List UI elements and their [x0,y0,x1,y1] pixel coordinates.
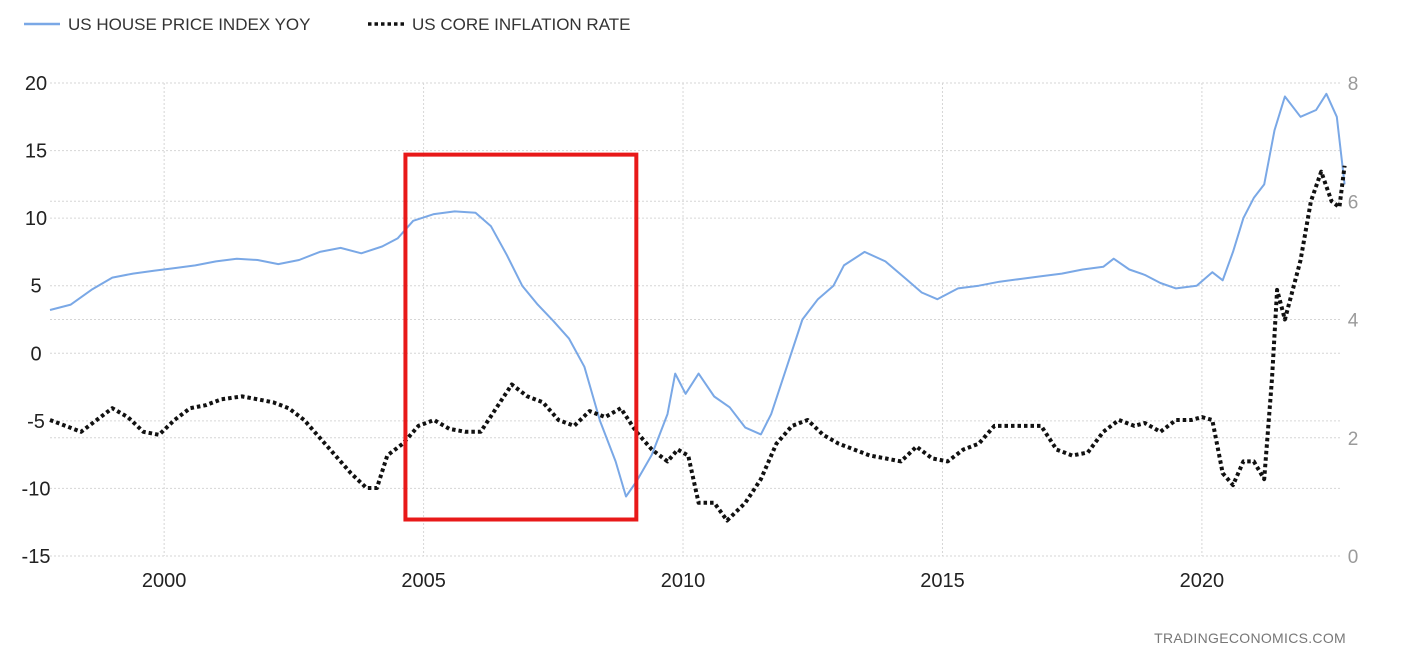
x-tick-label: 2020 [1180,570,1225,592]
annotation-layer [403,152,639,522]
series-house-price-line [49,92,1346,498]
x-tick-label: 2010 [661,570,706,592]
legend-label: US CORE INFLATION RATE [412,15,631,34]
y-tick-label-right: 2 [1348,429,1359,450]
y-tick-label-right: 0 [1348,547,1359,568]
y-axis-right: 0 2 4 6 8 [1348,74,1359,568]
gridlines [50,82,1342,557]
highlight-rectangle [403,152,639,522]
y-tick-label-left: 20 [25,73,47,95]
legend-item: US HOUSE PRICE INDEX YOY [24,15,310,34]
y-tick-label-left: -15 [22,546,51,568]
source-label: TRADINGECONOMICS.COM [1154,630,1346,646]
x-tick-label: 2000 [142,570,187,592]
y-tick-label-left: 5 [30,276,41,298]
y-tick-label-right: 6 [1348,192,1359,213]
x-tick-label: 2005 [401,570,446,592]
y-tick-label-left: 15 [25,141,47,163]
series-core-inflation-line [49,165,1347,523]
y-axis-left: -15 -10 -5 0 5 10 15 20 [22,73,51,568]
legend-item: US CORE INFLATION RATE [368,15,631,34]
series-layer [49,92,1347,523]
x-axis: 2000 2005 2010 2015 2020 [142,570,1224,592]
legend: US HOUSE PRICE INDEX YOY US CORE INFLATIO… [24,15,631,34]
y-tick-label-left: 0 [30,343,41,365]
y-tick-label-right: 4 [1348,311,1359,332]
x-tick-label: 2015 [920,570,965,592]
y-tick-label-right: 8 [1348,74,1359,95]
y-tick-label-left: 10 [25,208,47,230]
y-tick-label-left: -5 [27,411,45,433]
legend-label: US HOUSE PRICE INDEX YOY [68,15,310,34]
y-tick-label-left: -10 [22,478,51,500]
